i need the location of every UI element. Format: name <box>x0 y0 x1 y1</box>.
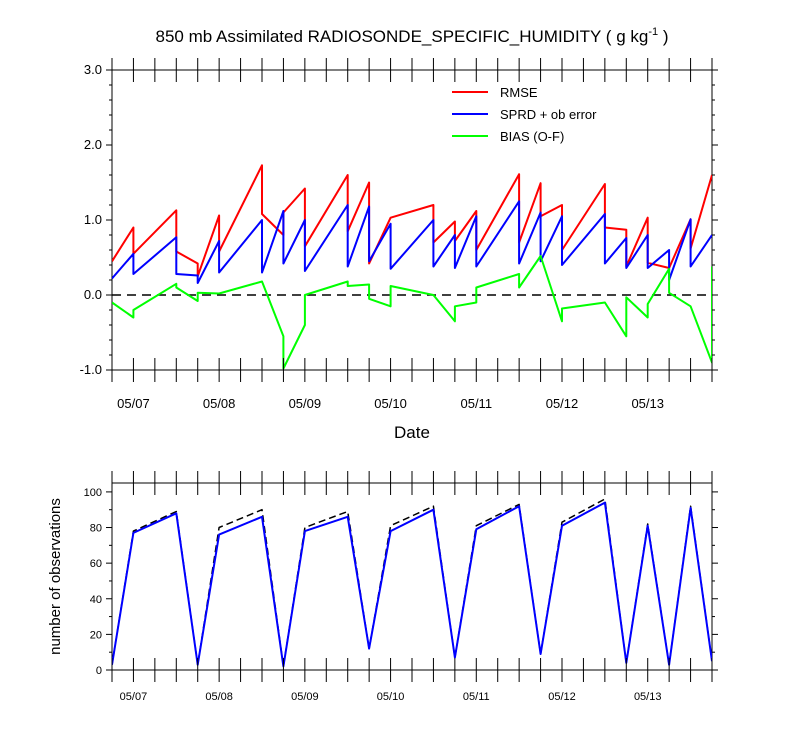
bottom-chart: 0 20 40 60 80 100 05/07 05/08 05/09 05/10 05/11 05/… <box>47 471 718 703</box>
series-bias-line <box>112 255 712 370</box>
chart-title-exponent: -1 <box>648 26 658 38</box>
top-chart: -1.0 0.0 1.0 2.0 3.0 05/07 05/08 05/09 05/10 05/1… <box>80 58 718 442</box>
top-plot-frame <box>111 69 713 371</box>
top-date-label: 05/13 <box>631 396 664 411</box>
bot-date-label: 05/11 <box>463 691 490 703</box>
top-ytick-label: 1.0 <box>84 212 102 227</box>
bottom-y-axis-title: number of observations <box>47 498 64 655</box>
series-rmse-line <box>112 164 712 278</box>
top-date-label: 05/10 <box>374 396 407 411</box>
legend-label-bias: BIAS (O-F) <box>500 129 564 144</box>
top-plot-area <box>112 164 712 370</box>
chart-title: 850 mb Assimilated RADIOSONDE_SPECIFIC_H… <box>156 26 669 46</box>
top-ytick-label: 2.0 <box>84 137 102 152</box>
bot-ytick-label: 20 <box>90 629 102 641</box>
top-ytick-label: 0.0 <box>84 287 102 302</box>
legend-label-sprd: SPRD + ob error <box>500 107 597 122</box>
top-legend: RMSE SPRD + ob error BIAS (O-F) <box>452 85 597 144</box>
series-obs-used-line <box>112 501 712 668</box>
bot-ytick-label: 0 <box>96 665 102 677</box>
top-date-label: 05/08 <box>203 396 236 411</box>
bot-ytick-label: 80 <box>90 523 102 535</box>
bot-ytick-label: 60 <box>90 558 102 570</box>
top-axes: -1.0 0.0 1.0 2.0 3.0 05/07 05/08 05/09 05/10 05/1… <box>80 58 718 411</box>
bot-ytick-label: 40 <box>90 594 102 606</box>
bot-date-label: 05/12 <box>548 691 576 703</box>
bot-date-label: 05/07 <box>120 691 148 703</box>
top-date-label: 05/12 <box>546 396 579 411</box>
top-date-label: 05/07 <box>117 396 150 411</box>
bot-date-label: 05/10 <box>377 691 405 703</box>
bottom-plot-area <box>112 498 712 668</box>
top-x-axis-title: Date <box>394 423 430 442</box>
legend-label-rmse: RMSE <box>500 85 538 100</box>
bot-date-label: 05/09 <box>291 691 319 703</box>
top-ytick-label: 3.0 <box>84 62 102 77</box>
bot-date-label: 05/08 <box>205 691 233 703</box>
bot-date-label: 05/13 <box>634 691 662 703</box>
top-date-label: 05/11 <box>460 396 492 411</box>
series-sprd-line <box>112 200 712 284</box>
bottom-axes: 0 20 40 60 80 100 05/07 05/08 05/09 05/10 05/11 05/… <box>84 471 718 703</box>
top-ytick-label: -1.0 <box>80 362 102 377</box>
chart-title-tail: ) <box>658 27 668 46</box>
bot-ytick-label: 100 <box>84 487 102 499</box>
top-date-label: 05/09 <box>289 396 322 411</box>
chart-title-main: 850 mb Assimilated RADIOSONDE_SPECIFIC_H… <box>156 27 649 46</box>
